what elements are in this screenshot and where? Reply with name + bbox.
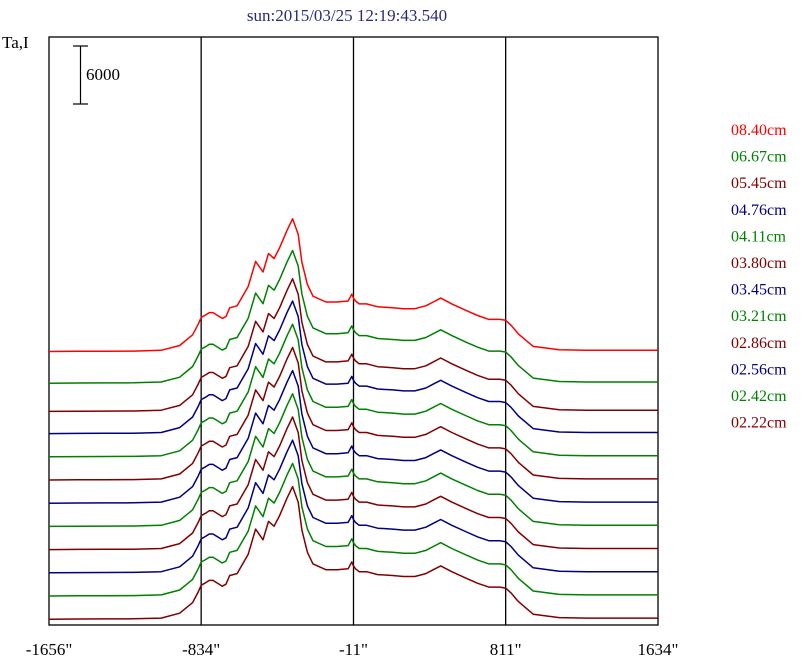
series-traces (48, 218, 658, 620)
x-tick-label: 811" (490, 640, 522, 659)
legend-entry: 08.40cm (731, 122, 787, 139)
x-tick-label: -834" (182, 640, 220, 659)
x-tick-labels: -1656" -834" -11" 811" 1634" (26, 640, 679, 659)
legend-entry: 04.76cm (731, 202, 787, 219)
scale-bar-label: 6000 (86, 65, 120, 84)
trace-03-21cm (48, 393, 658, 528)
trace-03-45cm (48, 369, 658, 504)
legend-entry: 03.45cm (731, 282, 787, 299)
legend-entry: 04.11cm (731, 228, 787, 245)
trace-05-45cm (48, 278, 658, 413)
legend: 08.40cm 06.67cm 05.45cm 04.76cm 04.11cm 03.80… (731, 122, 787, 432)
trace-02-86cm (48, 416, 658, 551)
trace-08-40cm (48, 218, 658, 353)
legend-entry: 03.21cm (731, 308, 787, 325)
legend-entry: 06.67cm (731, 149, 787, 166)
legend-entry: 02.56cm (731, 361, 787, 378)
trace-04-76cm (48, 300, 658, 435)
chart-title: sun:2015/03/25 12:19:43.540 (247, 6, 447, 25)
y-axis-label: Ta,I (2, 33, 29, 52)
legend-entry: 02.42cm (731, 388, 787, 405)
legend-entry: 02.86cm (731, 335, 787, 352)
trace-04-11cm (48, 323, 658, 458)
legend-entry: 02.22cm (731, 415, 787, 432)
x-tick-label: -1656" (26, 640, 73, 659)
trace-03-80cm (48, 346, 658, 481)
limb-marker-lines (200, 37, 507, 625)
trace-02-56cm (48, 439, 658, 574)
legend-entry: 05.45cm (731, 175, 787, 192)
trace-02-42cm (48, 462, 658, 597)
trace-06-67cm (48, 249, 658, 384)
trace-02-22cm (48, 485, 658, 620)
legend-entry: 03.80cm (731, 255, 787, 272)
x-tick-label: -11" (339, 640, 368, 659)
x-tick-label: 1634" (638, 640, 679, 659)
scale-bar: 6000 (73, 45, 120, 105)
